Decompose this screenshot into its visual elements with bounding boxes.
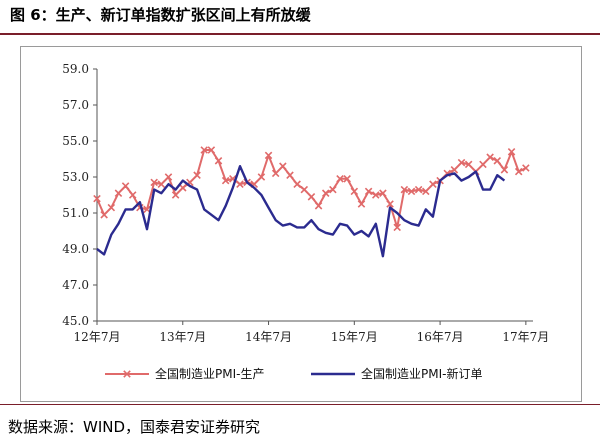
data-point <box>257 173 266 181</box>
data-point <box>314 202 323 210</box>
data-point <box>493 157 502 165</box>
figure-title: 图 6：生产、新订单指数扩张区间上有所放缓 <box>10 6 311 24</box>
data-point <box>293 180 301 188</box>
data-point <box>321 189 330 197</box>
data-point <box>200 146 208 154</box>
legend-item-new-orders: 全国制造业PMI-新订单 <box>311 366 482 381</box>
y-tick-label: 47.0 <box>62 278 89 292</box>
data-point <box>357 200 366 208</box>
data-point <box>500 166 509 174</box>
data-point <box>336 175 344 183</box>
data-point <box>128 191 137 199</box>
x-tick-label: 13年7月 <box>159 330 206 344</box>
bottom-rule <box>0 404 600 405</box>
y-tick-label: 45.0 <box>62 314 89 328</box>
data-point <box>114 189 123 197</box>
y-tick-label: 59.0 <box>62 62 89 76</box>
data-point <box>371 191 380 199</box>
series-new-orders <box>96 165 506 258</box>
data-point <box>171 191 180 199</box>
top-rule <box>0 33 600 35</box>
data-point <box>450 166 459 174</box>
data-point <box>286 171 294 179</box>
data-point <box>179 184 187 192</box>
x-tick-label: 15年7月 <box>331 330 378 344</box>
y-tick-label: 53.0 <box>62 170 89 184</box>
data-point <box>164 173 173 181</box>
data-point <box>271 169 280 178</box>
x-tick-label: 17年7月 <box>502 330 549 344</box>
data-point <box>479 160 487 169</box>
data-point <box>121 182 130 190</box>
data-point <box>264 151 273 160</box>
data-point <box>157 180 166 188</box>
source-note: 数据来源：WIND，国泰君安证券研究 <box>8 418 261 436</box>
data-point <box>350 187 359 196</box>
data-point <box>429 180 437 188</box>
data-point <box>100 211 108 219</box>
legend-item-production: 全国制造业PMI-生产 <box>105 366 264 381</box>
data-point <box>393 223 401 232</box>
legend-label: 全国制造业PMI-新订单 <box>361 366 482 381</box>
data-point <box>407 187 416 196</box>
y-tick-label: 49.0 <box>62 242 89 256</box>
data-point <box>221 176 230 185</box>
data-point <box>507 148 516 156</box>
y-tick-label: 57.0 <box>62 98 89 112</box>
data-point <box>486 153 494 161</box>
data-point <box>329 185 337 194</box>
data-point <box>107 203 116 212</box>
data-point <box>93 194 101 203</box>
line-chart: 45.0 47.0 49.0 51.0 53.0 55.0 57.0 59.0 12年7月 13年… <box>62 62 549 381</box>
data-point <box>300 185 309 194</box>
data-point <box>364 187 373 196</box>
data-point <box>150 178 158 187</box>
data-point <box>343 175 351 183</box>
legend-label: 全国制造业PMI-生产 <box>155 366 264 381</box>
chart-frame: 45.0 47.0 49.0 51.0 53.0 55.0 57.0 59.0 12年7月 13年… <box>20 46 582 402</box>
series-line <box>96 165 506 258</box>
data-point <box>422 187 430 196</box>
data-point <box>236 180 244 188</box>
series-production <box>93 146 530 232</box>
y-tick-label: 55.0 <box>62 134 89 148</box>
data-point <box>386 200 394 208</box>
y-tick-label: 51.0 <box>62 206 89 220</box>
data-point <box>522 164 530 172</box>
data-point <box>307 193 316 201</box>
data-point <box>193 171 201 179</box>
legend-marker <box>123 370 131 378</box>
data-point <box>379 189 387 197</box>
data-point <box>400 185 409 194</box>
data-point <box>464 160 473 169</box>
data-point <box>214 157 223 165</box>
x-tick-label: 16年7月 <box>417 330 464 344</box>
x-tick-label: 12年7月 <box>74 330 121 344</box>
x-tick-label: 14年7月 <box>245 330 292 344</box>
data-point <box>514 167 523 176</box>
data-point <box>414 185 423 194</box>
data-point <box>207 146 216 154</box>
data-point <box>279 162 287 170</box>
data-point <box>457 158 466 167</box>
